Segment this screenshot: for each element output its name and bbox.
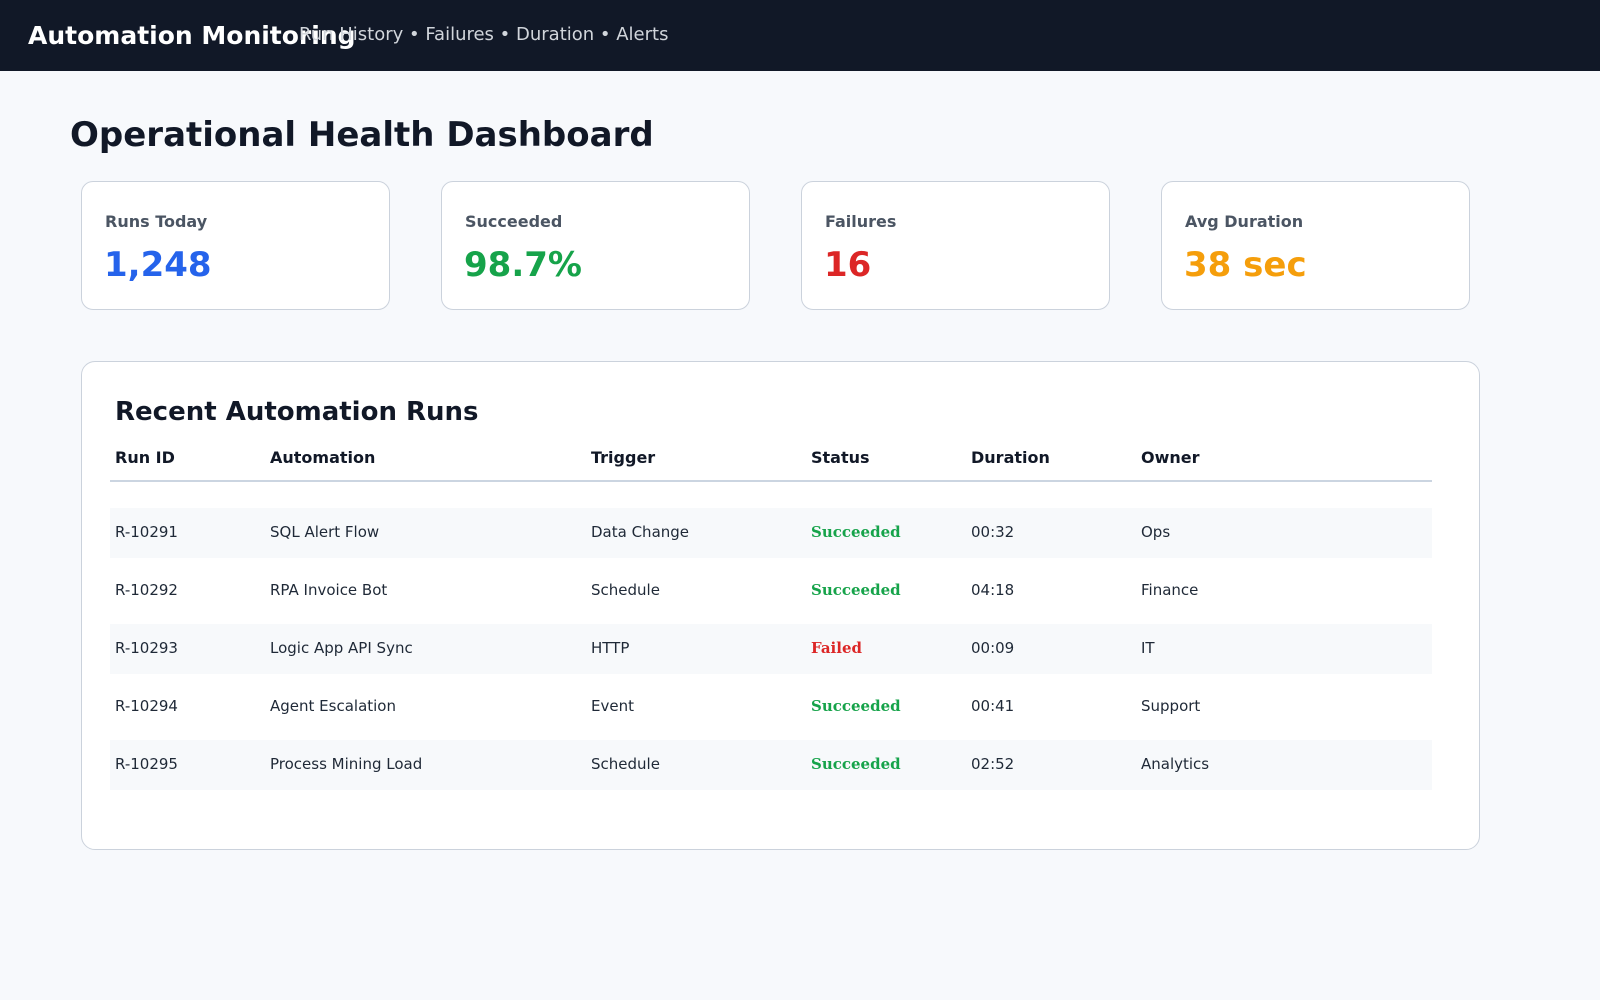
automation-cell: Logic App API Sync	[270, 639, 413, 657]
status-cell: Succeeded	[811, 697, 901, 715]
kpi-label: Runs Today	[105, 212, 208, 231]
status-cell: Succeeded	[811, 581, 901, 599]
status-cell: Succeeded	[811, 755, 901, 773]
status-cell: Succeeded	[811, 523, 901, 541]
trigger-cell: Data Change	[591, 523, 690, 541]
header-nav-links[interactable]: Run History • Failures • Duration • Aler…	[299, 24, 669, 45]
column-header-run-id[interactable]: Run ID	[115, 448, 175, 467]
column-header-owner[interactable]: Owner	[1141, 448, 1200, 467]
column-header-status[interactable]: Status	[811, 448, 870, 467]
owner-cell: Analytics	[1141, 755, 1210, 773]
column-header-automation[interactable]: Automation	[270, 448, 376, 467]
kpi-value: 16	[824, 245, 872, 285]
top-bar: Automation Monitoring Run History • Fail…	[0, 0, 1600, 71]
owner-cell: Support	[1141, 697, 1201, 715]
table-row[interactable]: R-10291 SQL Alert Flow Data Change Succe…	[110, 508, 1432, 558]
automation-cell: SQL Alert Flow	[270, 523, 380, 541]
trigger-cell: Schedule	[591, 581, 660, 599]
duration-cell: 00:09	[971, 639, 1015, 657]
trigger-cell: HTTP	[591, 639, 630, 657]
column-header-duration[interactable]: Duration	[971, 448, 1050, 467]
kpi-label: Avg Duration	[1185, 212, 1304, 231]
automation-cell: RPA Invoice Bot	[270, 581, 388, 599]
recent-runs-panel: Recent Automation Runs Run ID Automation…	[81, 361, 1480, 850]
table-row[interactable]: R-10295 Process Mining Load Schedule Suc…	[110, 740, 1432, 790]
table-row[interactable]: R-10292 RPA Invoice Bot Schedule Succeed…	[110, 566, 1432, 616]
table-header: Run ID Automation Trigger Status Duratio…	[110, 448, 1432, 482]
kpi-label: Failures	[825, 212, 897, 231]
table-row[interactable]: R-10293 Logic App API Sync HTTP Failed 0…	[110, 624, 1432, 674]
kpi-value: 1,248	[104, 245, 212, 285]
page-title: Operational Health Dashboard	[70, 115, 654, 155]
trigger-cell: Schedule	[591, 755, 660, 773]
app-title: Automation Monitoring	[28, 21, 356, 50]
run-id-cell: R-10291	[115, 523, 178, 541]
kpi-value: 98.7%	[464, 245, 582, 285]
kpi-label: Succeeded	[465, 212, 563, 231]
run-id-cell: R-10292	[115, 581, 178, 599]
kpi-card-failures: Failures 16	[801, 181, 1110, 310]
kpi-value: 38 sec	[1184, 245, 1307, 285]
duration-cell: 00:41	[971, 697, 1015, 715]
panel-title: Recent Automation Runs	[115, 397, 479, 427]
automation-cell: Agent Escalation	[270, 697, 396, 715]
status-cell: Failed	[811, 639, 862, 657]
table-row[interactable]: R-10294 Agent Escalation Event Succeeded…	[110, 682, 1432, 732]
duration-cell: 02:52	[971, 755, 1015, 773]
owner-cell: Ops	[1141, 523, 1171, 541]
run-id-cell: R-10295	[115, 755, 178, 773]
kpi-card-avg-duration: Avg Duration 38 sec	[1161, 181, 1470, 310]
automation-cell: Process Mining Load	[270, 755, 423, 773]
column-header-trigger[interactable]: Trigger	[591, 448, 656, 467]
run-id-cell: R-10293	[115, 639, 178, 657]
duration-cell: 00:32	[971, 523, 1015, 541]
kpi-card-succeeded: Succeeded 98.7%	[441, 181, 750, 310]
run-id-cell: R-10294	[115, 697, 178, 715]
owner-cell: IT	[1141, 639, 1155, 657]
kpi-card-runs-today: Runs Today 1,248	[81, 181, 390, 310]
trigger-cell: Event	[591, 697, 634, 715]
duration-cell: 04:18	[971, 581, 1015, 599]
owner-cell: Finance	[1141, 581, 1199, 599]
